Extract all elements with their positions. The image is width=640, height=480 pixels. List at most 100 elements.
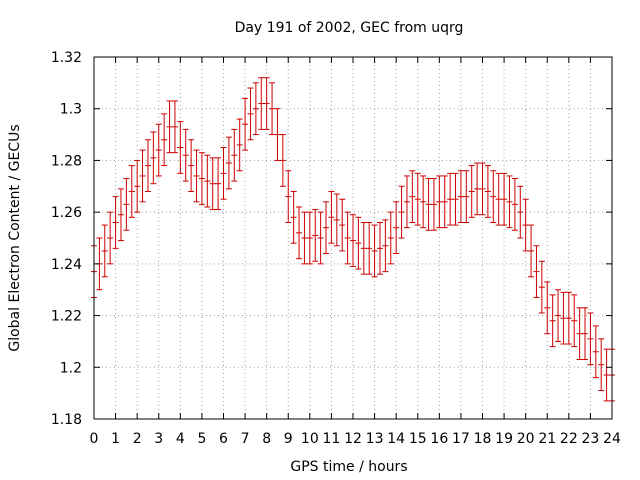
data-point <box>242 97 249 151</box>
data-point <box>501 172 508 226</box>
x-tick-label: 8 <box>262 431 271 447</box>
y-tick-label: 1.18 <box>51 412 82 428</box>
data-point <box>220 147 227 200</box>
x-tick-label: 0 <box>90 431 99 447</box>
data-point <box>155 123 162 177</box>
data-point <box>382 219 389 273</box>
data-point <box>571 294 578 348</box>
data-point <box>236 118 243 172</box>
y-tick-label: 1.32 <box>51 50 82 66</box>
y-tick-label: 1.28 <box>51 153 82 169</box>
data-point <box>350 214 356 267</box>
data-point <box>139 149 146 203</box>
data-point <box>274 108 281 161</box>
data-point <box>134 159 141 213</box>
data-point <box>317 211 324 265</box>
data-point <box>544 281 551 335</box>
x-tick-label: 23 <box>582 431 600 447</box>
x-tick-label: 10 <box>301 431 319 447</box>
data-point <box>436 175 443 229</box>
x-axis-label: GPS time / hours <box>290 459 407 475</box>
data-point <box>204 154 211 208</box>
data-point <box>209 157 216 211</box>
data-point <box>414 172 421 226</box>
x-tick-label: 15 <box>409 431 427 447</box>
data-point <box>188 139 195 192</box>
data-point <box>198 152 205 205</box>
data-point <box>193 149 200 203</box>
data-point <box>409 170 416 223</box>
data-point <box>598 338 605 392</box>
data-point <box>279 134 286 187</box>
data-point <box>252 82 259 136</box>
x-tick-label: 24 <box>603 431 621 447</box>
x-tick-label: 1 <box>111 431 120 447</box>
data-point <box>123 178 130 231</box>
data-point <box>565 291 572 345</box>
data-point <box>441 175 448 229</box>
data-point <box>144 139 151 192</box>
x-tick-label: 20 <box>517 431 535 447</box>
data-point <box>101 224 108 278</box>
data-point <box>582 307 589 361</box>
data-point <box>420 175 427 229</box>
x-tick-label: 17 <box>452 431 470 447</box>
data-point <box>312 209 319 262</box>
data-point <box>112 196 119 249</box>
y-tick-label: 1.24 <box>51 257 82 273</box>
data-point <box>522 198 529 252</box>
y-tick-label: 1.22 <box>51 309 82 325</box>
data-point <box>269 82 276 136</box>
data-point <box>592 325 599 379</box>
y-tick-label: 1.3 <box>60 102 82 118</box>
data-point <box>587 312 594 366</box>
data-point <box>296 206 303 260</box>
x-tick-label: 22 <box>560 431 578 447</box>
data-point <box>117 188 124 242</box>
data-point <box>150 131 157 185</box>
data-point <box>328 190 335 244</box>
data-point <box>371 224 378 278</box>
x-tick-label: 12 <box>344 431 362 447</box>
x-tick-label: 2 <box>133 431 142 447</box>
data-point <box>403 175 410 229</box>
data-point <box>517 185 524 239</box>
data-point <box>360 221 367 275</box>
data-point <box>376 221 383 275</box>
data-point <box>339 198 346 252</box>
x-tick-label: 19 <box>495 431 513 447</box>
data-point <box>398 185 405 239</box>
data-point <box>177 121 184 174</box>
y-axis-label: Global Electron Content / GECUs <box>7 124 23 351</box>
data-point <box>457 170 464 223</box>
axis-ticks <box>93 56 613 420</box>
x-tick-label: 16 <box>430 431 448 447</box>
data-point <box>511 178 518 231</box>
data-point <box>495 172 502 226</box>
x-tick-label: 9 <box>284 431 293 447</box>
data-point <box>479 162 486 216</box>
data-point <box>474 162 481 216</box>
x-tick-label: 18 <box>474 431 492 447</box>
x-tick-labels: 0 1 2 3 4 5 6 7 8 9 10 11 12 13 14 15 16 17 18 19 20 21 22 23 24 <box>90 431 621 447</box>
data-point <box>247 87 254 141</box>
data-point <box>215 157 222 211</box>
data-point <box>225 136 232 190</box>
data-point <box>355 216 362 270</box>
data-point <box>468 165 475 218</box>
data-point <box>506 175 513 229</box>
data-point <box>285 170 292 223</box>
data-point <box>576 307 583 361</box>
data-point <box>393 201 400 255</box>
data-point <box>366 221 373 275</box>
data-point <box>452 172 459 226</box>
x-tick-label: 11 <box>323 431 341 447</box>
x-tick-label: 13 <box>366 431 384 447</box>
x-tick-label: 21 <box>538 431 556 447</box>
data-point <box>447 172 454 226</box>
data-point <box>484 165 491 218</box>
data-point <box>323 201 330 255</box>
data-point <box>107 211 114 265</box>
data-point <box>182 128 189 182</box>
data-point <box>344 211 351 265</box>
